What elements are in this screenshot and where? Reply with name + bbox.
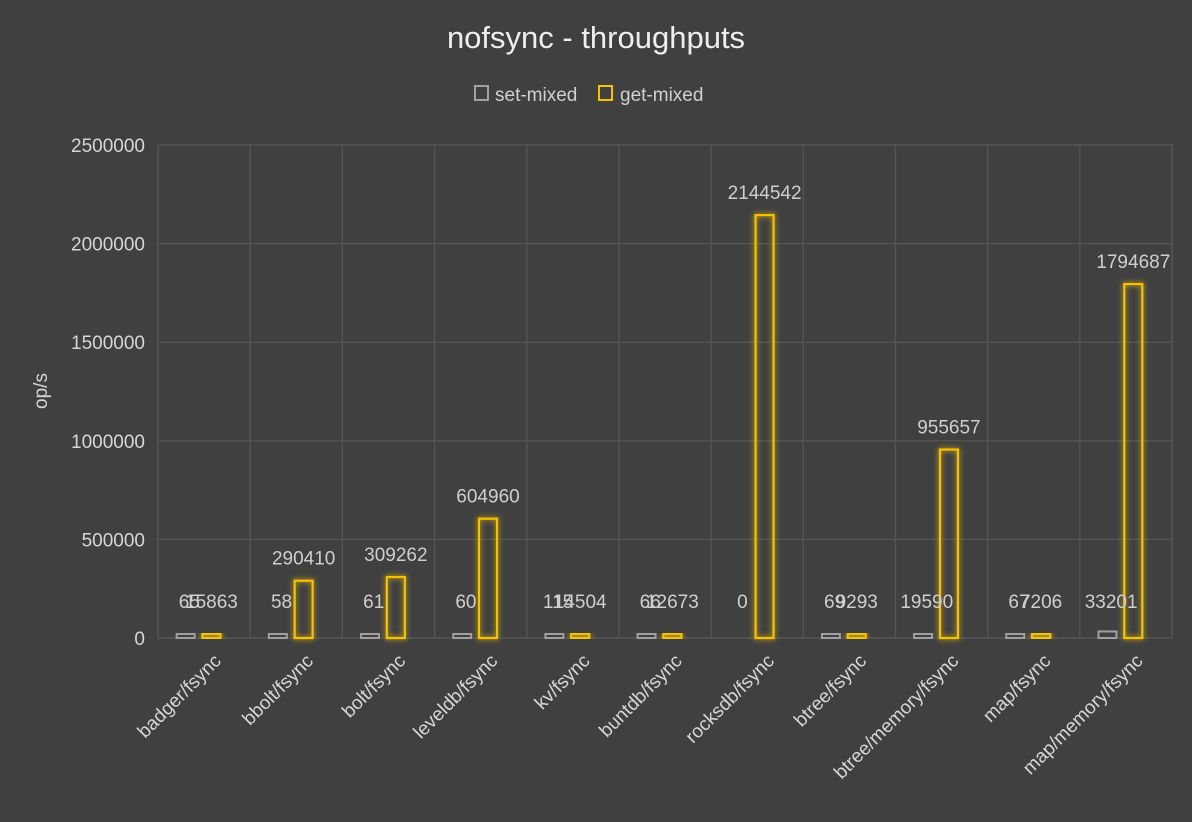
- y-axis-label: op/s: [31, 373, 52, 409]
- bar-get-mixed: [1031, 632, 1052, 640]
- data-label-get-mixed: 7206: [1020, 592, 1062, 613]
- x-tick-label: kv/fsync: [531, 651, 594, 714]
- y-tick-label: 1500000: [71, 333, 145, 354]
- x-tick-label: bolt/fsync: [338, 651, 410, 723]
- bar-set-mixed: [360, 633, 381, 639]
- bar-set-mixed: [636, 633, 657, 639]
- data-label-get-mixed: 604960: [456, 487, 519, 508]
- data-label-set-mixed: 33201: [1085, 592, 1138, 613]
- x-tick-label: rocksdb/fsync: [682, 651, 779, 748]
- legend-swatch-set-mixed: [474, 85, 489, 101]
- bar-get-mixed: [754, 213, 775, 640]
- x-tick-label: buntdb/fsync: [595, 651, 686, 742]
- data-label-set-mixed: 67: [1008, 592, 1029, 613]
- x-tick-label: btree/fsync: [790, 651, 871, 732]
- bar-get-mixed: [477, 517, 499, 640]
- bar-get-mixed: [938, 448, 960, 640]
- legend-swatch-get-mixed: [598, 85, 613, 101]
- bar-set-mixed: [730, 634, 748, 638]
- bar-get-mixed: [570, 632, 591, 640]
- bar-get-mixed: [385, 575, 406, 640]
- data-label-get-mixed: 9293: [836, 592, 878, 613]
- data-label-set-mixed: 66: [640, 592, 661, 613]
- x-tick-label: map/fsync: [979, 651, 1055, 727]
- data-label-set-mixed: 19590: [900, 592, 953, 613]
- data-label-set-mixed: 65: [179, 592, 200, 613]
- bar-set-mixed: [175, 633, 196, 639]
- data-label-set-mixed: 0: [737, 592, 748, 613]
- data-label-get-mixed: 15863: [185, 592, 238, 613]
- legend-label-get-mixed: get-mixed: [620, 85, 703, 106]
- data-label-set-mixed: 58: [271, 592, 292, 613]
- bar-get-mixed: [201, 632, 222, 640]
- y-tick-label: 2500000: [71, 136, 145, 157]
- y-axis-ticks: 0 500000 1000000 1500000 2000000 2500000: [71, 136, 145, 650]
- y-tick-label: 2000000: [71, 235, 145, 256]
- bars: [175, 213, 1144, 640]
- bar-get-mixed: [293, 579, 314, 640]
- x-axis-ticks: badger/fsync bbolt/fsync bolt/fsync leveldb…: [134, 651, 1148, 784]
- chart-title: nofsync - throughputs: [447, 20, 745, 55]
- x-tick-label: leveldb/fsync: [410, 651, 503, 744]
- data-label-set-mixed: 61: [363, 592, 384, 613]
- y-tick-label: 0: [134, 629, 145, 650]
- bar-set-mixed: [820, 633, 841, 639]
- y-tick-label: 1000000: [71, 432, 145, 453]
- y-tick-label: 500000: [82, 530, 145, 551]
- data-label-get-mixed: 2144542: [728, 183, 802, 204]
- bar-get-mixed: [662, 632, 683, 640]
- bar-set-mixed: [1005, 633, 1026, 639]
- grid: [157, 144, 1173, 639]
- data-label-get-mixed: 290410: [272, 549, 335, 570]
- x-tick-label: bbolt/fsync: [239, 651, 318, 730]
- x-tick-label: badger/fsync: [134, 651, 226, 743]
- bar-set-mixed: [1097, 630, 1118, 639]
- bar-set-mixed: [267, 633, 288, 639]
- bar-get-mixed: [1123, 282, 1144, 640]
- data-label-set-mixed: 115: [543, 592, 573, 613]
- bar-set-mixed: [452, 633, 473, 639]
- bar-set-mixed: [913, 633, 934, 639]
- legend: set-mixed get-mixed: [474, 85, 703, 106]
- data-label-get-mixed: 955657: [917, 418, 980, 439]
- data-label-get-mixed: 309262: [364, 545, 427, 566]
- data-label-get-mixed: 1794687: [1096, 252, 1170, 273]
- data-label-set-mixed: 69: [824, 592, 845, 613]
- data-label-get-mixed: 14504: [554, 592, 607, 613]
- bar-get-mixed: [846, 632, 867, 640]
- bar-set-mixed: [544, 633, 565, 639]
- data-label-get-mixed: 12673: [646, 592, 699, 613]
- legend-label-set-mixed: set-mixed: [495, 85, 577, 106]
- data-label-set-mixed: 60: [455, 592, 476, 613]
